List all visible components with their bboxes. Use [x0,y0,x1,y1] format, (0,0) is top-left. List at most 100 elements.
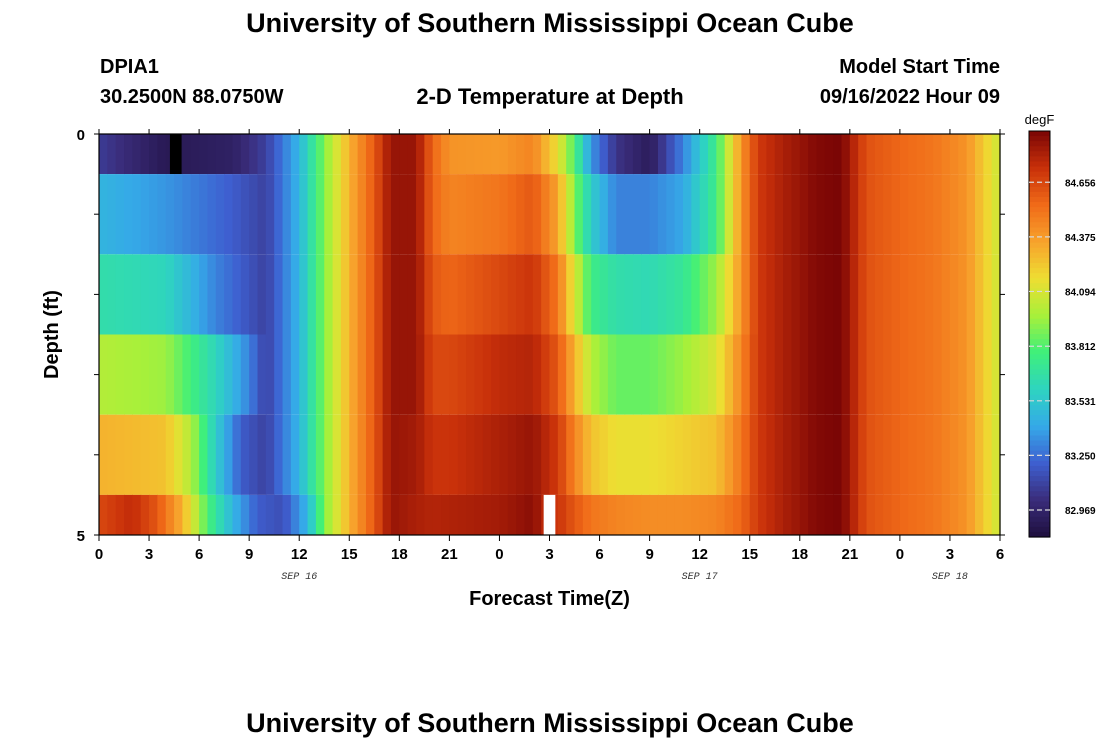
colorbar-tick-label: 83.250 [1065,451,1096,462]
heatmap-cell [416,414,425,495]
heatmap-cell [582,334,592,415]
colorbar-swatch [1029,227,1050,234]
heatmap-cell [466,414,476,495]
heatmap-cell [591,254,601,335]
heatmap-cell [257,414,267,495]
heatmap-cell [524,134,534,175]
x-tick-label: 3 [145,546,153,563]
x-tick-label: 3 [545,546,553,563]
heatmap-cell [199,254,209,335]
heatmap-cell [382,334,392,415]
colorbar-swatch [1029,526,1050,533]
heatmap-cell [724,174,734,255]
heatmap-cell [441,254,450,335]
heatmap-cell [808,134,818,175]
heatmap-cell [315,414,325,495]
heatmap-cell [799,334,809,415]
heatmap-cell [691,254,701,335]
heatmap-cell [290,174,300,255]
heatmap-cell [649,494,659,535]
heatmap-cell [499,134,509,175]
heatmap-cell [249,334,259,415]
heatmap-cell [390,134,400,175]
colorbar-swatch [1029,161,1050,168]
heatmap-cell [215,254,225,335]
heatmap-cell [282,494,292,535]
heatmap-cell [466,334,476,415]
x-tick-label: 15 [741,546,758,563]
heatmap-cell [324,334,334,415]
x-tick-label: 6 [595,546,603,563]
heatmap-cell [699,414,709,495]
colorbar-swatch [1029,217,1050,223]
heatmap-cell [215,414,225,495]
heatmap-cell [983,254,993,335]
x-axis: 0 3 6 9 12 15 18 21 0 3 6 9 12 15 18 21 0 3 6 SEP 16 SEP 17 S… [95,129,1004,583]
heatmap-cell [566,134,576,175]
heatmap-cell [833,334,843,415]
colorbar-swatch [1029,476,1050,482]
heatmap-cell [432,254,442,335]
heatmap-cell [741,494,751,535]
heatmap-cell [207,414,217,495]
heatmap-cell [549,254,559,335]
heatmap-cell [591,134,601,175]
heatmap-cell [457,254,467,335]
heatmap-cell [449,494,459,535]
heatmap-cell [724,334,734,415]
plot-title: 2-D Temperature at Depth [416,84,684,109]
heatmap-cell [215,134,225,175]
heatmap-cell [157,414,167,495]
heatmap-cell [766,334,776,415]
heatmap-cell [816,334,826,415]
heatmap-cell [841,414,851,495]
heatmap-cell [190,134,200,175]
heatmap-cell [891,254,901,335]
heatmap-cell [924,334,934,415]
heatmap-cell [290,494,300,535]
heatmap-cell [891,334,901,415]
heatmap-cell [574,174,584,255]
heatmap-cell [257,494,267,535]
heatmap-cell [924,494,934,535]
heatmap-cell [174,414,184,495]
heatmap-cell [432,494,442,535]
heatmap-cell [607,334,617,415]
heatmap-cell [607,494,617,535]
heatmap-cell [340,134,350,175]
colorbar-tick-label: 82.969 [1065,506,1096,517]
heatmap-cell [340,174,350,255]
heatmap-cell [257,254,267,335]
heatmap-cell [607,174,617,255]
heatmap-cell [282,414,292,495]
heatmap-cell [140,254,150,335]
heatmap-cell [432,334,442,415]
y-axis: 05 [77,127,1005,545]
heatmap-cell [949,494,959,535]
heatmap-cell [858,334,868,415]
x-tick-label: 6 [195,546,203,563]
heatmap-cell [716,414,726,495]
heatmap-cell [240,334,250,415]
heatmap-cell [416,334,425,415]
heatmap-cell [849,254,859,335]
x-axis-label: Forecast Time(Z) [469,588,630,610]
heatmap-cell [382,254,392,335]
heatmap-cell [374,254,384,335]
heatmap-cell [741,254,751,335]
heatmap-cell [908,134,918,175]
heatmap-cell [482,334,492,415]
heatmap-cell [124,494,133,535]
heatmap-cell [791,134,801,175]
heatmap-cell [466,134,476,175]
heatmap-cell [766,134,776,175]
heatmap-cell [549,174,559,255]
heatmap-cell [691,174,701,255]
page-title-bottom: University of Southern Mississippi Ocean… [246,708,854,738]
heatmap-cell [708,414,717,495]
heatmap-cell [157,254,167,335]
heatmap-cell [315,334,325,415]
heatmap-cell [399,134,409,175]
heatmap-cell [599,254,609,335]
